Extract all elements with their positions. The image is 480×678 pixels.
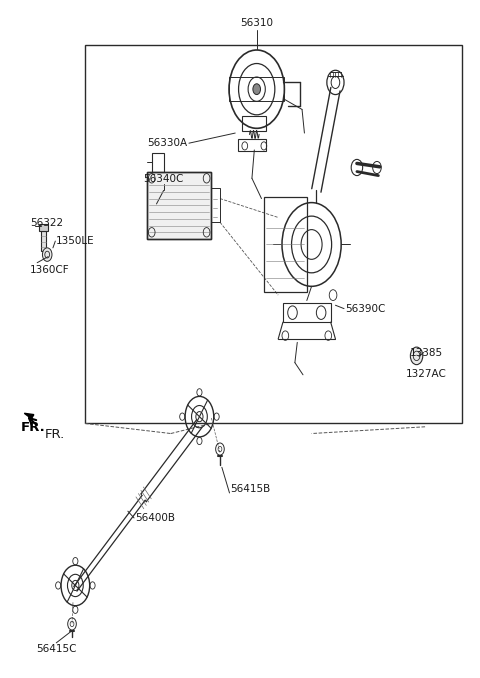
- Bar: [40, 231, 46, 252]
- Bar: [38, 224, 48, 231]
- Text: 56415B: 56415B: [230, 484, 271, 494]
- Circle shape: [253, 84, 261, 94]
- Bar: [229, 77, 284, 101]
- Bar: [152, 153, 164, 172]
- Text: 1327AC: 1327AC: [406, 370, 446, 380]
- Text: 56330A: 56330A: [147, 138, 188, 148]
- Circle shape: [42, 248, 52, 261]
- Bar: [242, 116, 266, 131]
- Text: 1360CF: 1360CF: [30, 264, 70, 275]
- Polygon shape: [24, 414, 34, 419]
- Bar: [147, 172, 211, 239]
- Text: 56310: 56310: [240, 18, 273, 28]
- Bar: [283, 303, 331, 322]
- Bar: [264, 197, 307, 292]
- Bar: [147, 172, 211, 239]
- Text: 56390C: 56390C: [345, 304, 385, 314]
- Bar: [85, 45, 462, 423]
- Text: 1350LE: 1350LE: [56, 236, 95, 246]
- Bar: [211, 188, 220, 222]
- Circle shape: [410, 347, 423, 365]
- Text: 13385: 13385: [409, 348, 443, 358]
- Text: 56400B: 56400B: [135, 513, 175, 523]
- Text: 56340C: 56340C: [144, 174, 184, 184]
- Text: 56415C: 56415C: [36, 644, 76, 654]
- Text: FR.: FR.: [44, 428, 65, 441]
- Text: 56322: 56322: [30, 218, 63, 228]
- Bar: [238, 139, 266, 151]
- Text: FR.: FR.: [21, 422, 45, 435]
